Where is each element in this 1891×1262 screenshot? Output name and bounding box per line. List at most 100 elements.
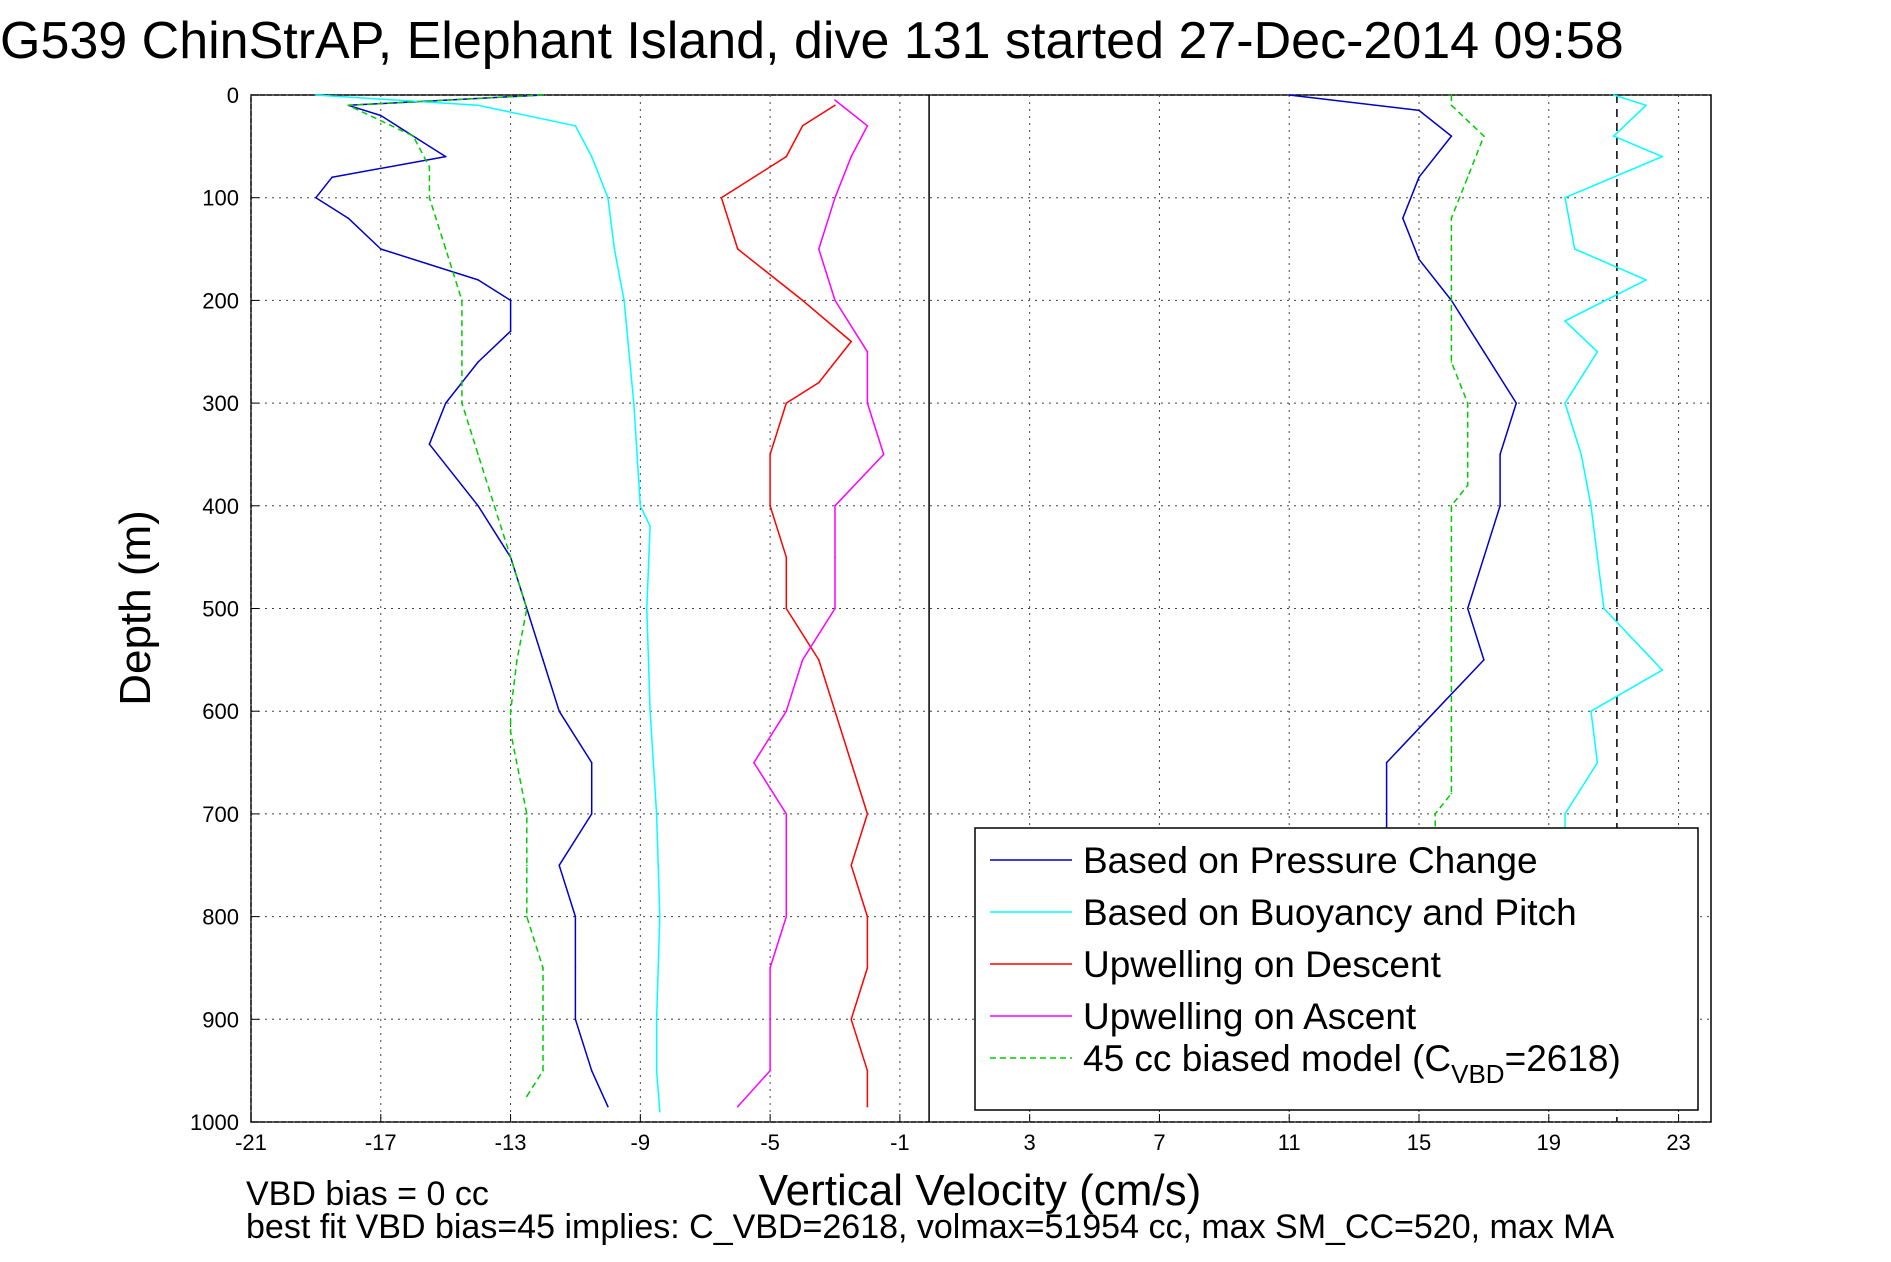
data-point [866, 402, 869, 404]
data-point [509, 330, 512, 333]
data-point [493, 505, 496, 507]
y-tick-label: 400 [202, 494, 239, 519]
x-tick-label: -17 [365, 1130, 397, 1155]
data-point [1450, 556, 1453, 558]
data-point [1499, 453, 1501, 456]
data-point [801, 659, 804, 661]
data-point [331, 176, 333, 178]
data-point [1645, 104, 1647, 107]
data-point [1580, 453, 1582, 456]
data-point [1661, 669, 1664, 671]
x-tick-label: -13 [495, 1130, 527, 1155]
data-point [477, 104, 479, 107]
data-point [736, 1105, 739, 1108]
data-point [1450, 607, 1453, 610]
data-point [785, 864, 788, 867]
data-point [574, 125, 577, 127]
data-point [380, 248, 382, 250]
data-point [542, 94, 544, 96]
data-point [736, 248, 739, 250]
data-point [646, 607, 648, 610]
data-point [1450, 248, 1453, 250]
data-point [818, 381, 820, 384]
data-point [428, 166, 431, 168]
data-point [428, 443, 431, 446]
data-point [607, 196, 609, 199]
data-point [850, 340, 852, 343]
footer-line-1: VBD bias = 0 cc [246, 1175, 489, 1213]
data-point [477, 361, 479, 363]
data-point [526, 607, 528, 610]
data-point [477, 453, 479, 456]
x-tick-label: 3 [1024, 1130, 1036, 1155]
data-point [1466, 402, 1469, 404]
series-line [1289, 94, 1518, 835]
data-point [834, 607, 836, 610]
data-point [477, 505, 479, 507]
data-point [1499, 505, 1501, 507]
data-point [834, 104, 836, 107]
data-point [516, 659, 518, 661]
x-tick-label: -9 [631, 1130, 651, 1155]
data-point [542, 1069, 544, 1072]
data-point [655, 813, 658, 815]
data-point [785, 155, 788, 158]
data-point [785, 556, 788, 558]
data-point [1573, 248, 1576, 250]
data-point [1596, 556, 1599, 558]
data-point [882, 453, 885, 456]
data-point [850, 864, 852, 867]
data-point [315, 196, 317, 199]
data-point [785, 607, 788, 610]
data-point [1385, 813, 1388, 815]
data-point [1612, 135, 1615, 137]
data-point [1450, 94, 1453, 96]
data-point [834, 710, 836, 712]
data-point [1596, 761, 1599, 764]
data-point [1564, 320, 1566, 322]
data-point [866, 967, 869, 969]
data-point [633, 402, 635, 404]
data-point [785, 915, 788, 918]
data-point [1450, 299, 1453, 302]
y-tick-label: 900 [202, 1007, 239, 1032]
data-series [315, 94, 1664, 1113]
y-tick-label: 300 [202, 391, 239, 416]
data-point [1564, 196, 1566, 199]
data-point [1483, 556, 1485, 558]
x-tick-label: 23 [1666, 1130, 1690, 1155]
data-point [1450, 710, 1453, 712]
data-point [526, 1095, 528, 1098]
data-point [623, 299, 625, 302]
x-tick-label: -21 [235, 1130, 267, 1155]
data-point [558, 710, 560, 712]
data-point [444, 155, 447, 158]
data-point [542, 1018, 544, 1021]
data-point [866, 1105, 869, 1108]
data-point [1515, 402, 1518, 404]
data-point [655, 1069, 658, 1072]
data-point [1645, 279, 1647, 281]
data-point [655, 1018, 658, 1021]
data-point [1288, 94, 1290, 96]
data-point [1450, 217, 1453, 219]
data-point [444, 248, 447, 250]
data-point [526, 864, 528, 867]
data-point [380, 114, 382, 117]
data-point [850, 761, 852, 764]
legend-label: Upwelling on Descent [1083, 944, 1442, 985]
data-point [1466, 484, 1469, 487]
data-point [1434, 710, 1436, 712]
data-point [1596, 351, 1599, 353]
x-tick-label: -1 [890, 1130, 910, 1155]
y-axis-label: Depth (m) [111, 510, 160, 706]
data-point [574, 967, 577, 969]
data-point [850, 1018, 852, 1021]
data-point [1450, 135, 1453, 137]
data-point [477, 279, 479, 281]
data-point [1661, 155, 1664, 158]
footer-line-2: best fit VBD bias=45 implies: C_VBD=2618… [246, 1208, 1615, 1246]
x-axis-label: Vertical Velocity (cm/s) [759, 1166, 1202, 1215]
data-point [850, 155, 852, 158]
data-point [720, 196, 723, 199]
